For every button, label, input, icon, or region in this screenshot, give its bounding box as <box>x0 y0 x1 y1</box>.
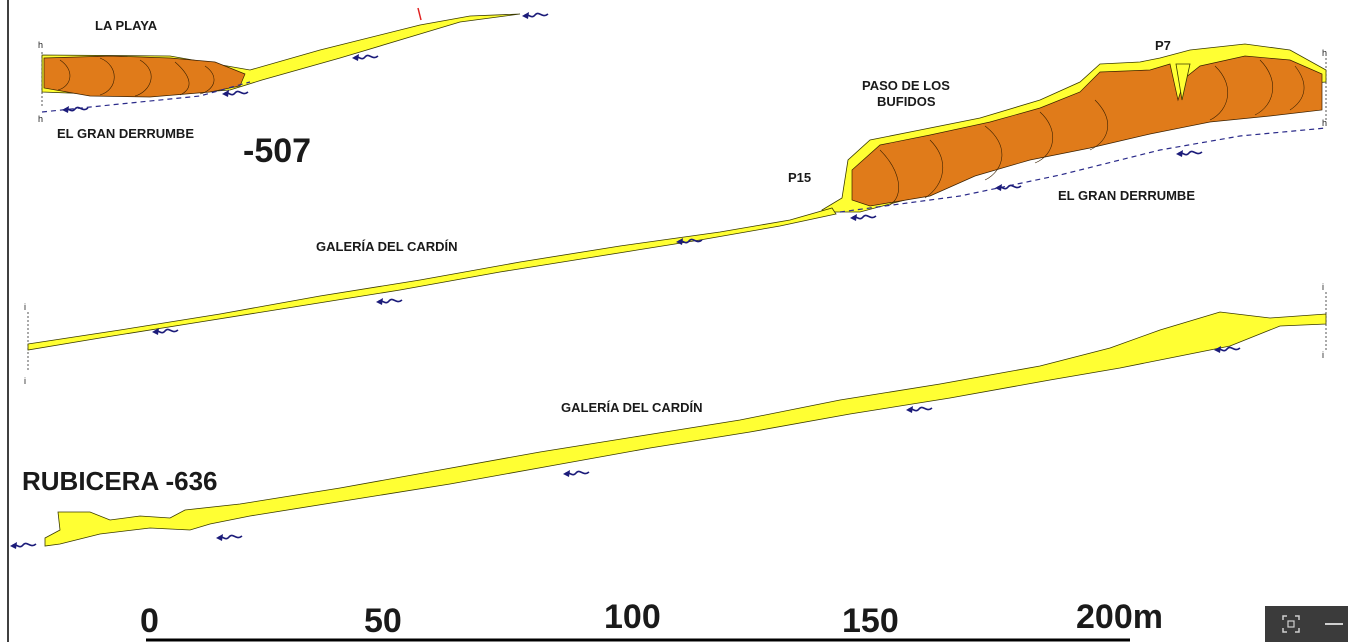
galeria-upper-section <box>27 207 837 372</box>
section-mark-h: h <box>1322 118 1327 128</box>
section-marks: h h h h i i i i <box>24 40 1327 386</box>
label-rubicera: RUBICERA -636 <box>22 466 218 496</box>
water-flow-icon <box>9 541 37 550</box>
scale-tick-label: 0 <box>140 602 159 640</box>
fit-screen-icon[interactable] <box>1281 614 1301 634</box>
label-gran-derrumbe-right: EL GRAN DERRUMBE <box>1058 188 1195 203</box>
upper-left-section <box>41 7 521 113</box>
water-flow-icon <box>562 469 590 478</box>
derrumbe-boulders-left <box>43 55 246 98</box>
scale-tick-label: 200m <box>1076 598 1163 636</box>
upper-right-section <box>821 43 1327 213</box>
water-flow-icon <box>1175 149 1203 158</box>
galeria-upper-passage <box>27 207 837 351</box>
section-mark-h: h <box>38 114 43 124</box>
water-flow-icon <box>351 53 379 62</box>
galeria-lower-section <box>44 292 1327 547</box>
water-flow-icon <box>905 405 933 414</box>
label-la-playa: LA PLAYA <box>95 18 158 33</box>
water-flow-icon <box>521 11 549 20</box>
section-mark-i: i <box>1322 350 1324 360</box>
scale-bar: 0 50 100 150 200m <box>140 598 1163 642</box>
water-flow-icon <box>375 297 403 306</box>
galeria-lower-passage <box>44 311 1327 547</box>
scale-tick-label: 150 <box>842 602 899 640</box>
section-mark-h: h <box>38 40 43 50</box>
label-galeria-upper: GALERÍA DEL CARDÍN <box>316 239 458 254</box>
label-depth-507: -507 <box>243 132 311 170</box>
entry-marker <box>417 7 422 21</box>
section-mark-h: h <box>1322 48 1327 58</box>
section-mark-i: i <box>24 376 26 386</box>
water-flow-icon <box>215 533 243 542</box>
scale-tick-label: 100 <box>604 598 661 636</box>
label-paso-line1: PASO DE LOS <box>862 78 950 93</box>
zoom-out-icon[interactable] <box>1325 623 1343 625</box>
label-p15: P15 <box>788 170 811 185</box>
water-flow-icon <box>994 183 1022 192</box>
label-paso-line2: BUFIDOS <box>877 94 936 109</box>
water-flow-icon <box>61 105 89 114</box>
label-galeria-lower: GALERÍA DEL CARDÍN <box>561 400 703 415</box>
viewer-controls <box>1265 606 1348 642</box>
label-gran-derrumbe-left: EL GRAN DERRUMBE <box>57 126 194 141</box>
water-flow-icon <box>849 213 877 222</box>
water-flow-icon <box>221 89 249 98</box>
label-p7: P7 <box>1155 38 1171 53</box>
scale-tick-label: 50 <box>364 602 402 640</box>
derrumbe-floor-right <box>839 127 1327 213</box>
section-mark-i: i <box>24 302 26 312</box>
section-mark-i: i <box>1322 282 1324 292</box>
bufidos-boulders <box>851 55 1323 207</box>
